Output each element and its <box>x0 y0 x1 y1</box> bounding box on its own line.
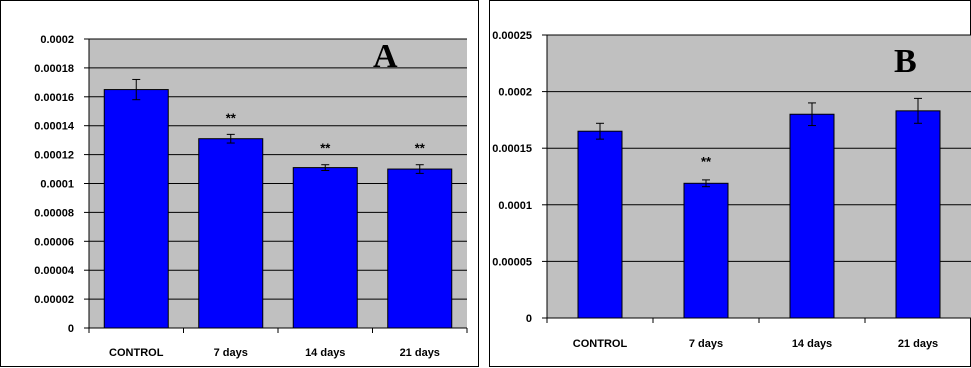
chart-panel-b: 0 0.00005 0.0001 0.00015 0.0002 0.00025 CONTRO… <box>489 0 971 367</box>
y-tick-label-b-3: 0.00015 <box>492 143 532 155</box>
chart-b-svg: 0 0.00005 0.0001 0.00015 0.0002 0.00025 CONTRO… <box>492 30 971 350</box>
y-tick-label-b-2: 0.0001 <box>498 200 532 212</box>
bar-a-2 <box>292 167 358 329</box>
panel-letter-b: B <box>894 43 917 80</box>
y-tick-label-a-5: 0.0001 <box>40 179 74 191</box>
chart-a-svg: 0 0.00002 0.00004 0.00006 0.00008 0.0001 0.000… <box>34 34 468 359</box>
category-label-a-1: 7 days <box>214 347 248 359</box>
bar-b-3 <box>895 110 941 319</box>
y-tick-label-a-7: 0.00014 <box>34 121 75 133</box>
y-tick-label-a-4: 0.00008 <box>34 207 74 219</box>
y-tick-label-a-0: 0 <box>68 323 74 335</box>
bar-b-2 <box>789 113 835 319</box>
y-tick-label-a-10: 0.0002 <box>40 34 74 46</box>
category-label-a-3: 21 days <box>400 347 440 359</box>
y-tick-label-a-6: 0.00012 <box>34 150 74 162</box>
category-label-a-0: CONTROL <box>109 347 164 359</box>
y-tick-label-a-1: 0.00002 <box>34 294 74 306</box>
significance-label-b-1: ** <box>701 154 712 169</box>
bar-b-1 <box>683 182 729 319</box>
bar-a-1 <box>198 138 264 329</box>
significance-label-a-3: ** <box>415 141 426 156</box>
category-label-b-0: CONTROL <box>573 338 628 350</box>
y-tick-label-a-3: 0.00006 <box>34 236 74 248</box>
significance-label-a-2: ** <box>320 141 331 156</box>
panel-letter-a: A <box>373 38 398 75</box>
y-tick-label-a-2: 0.00004 <box>34 265 75 277</box>
category-label-b-1: 7 days <box>689 338 723 350</box>
category-label-b-3: 21 days <box>898 338 938 350</box>
significance-label-a-1: ** <box>226 110 237 125</box>
y-tick-label-a-9: 0.00018 <box>34 63 74 75</box>
y-tick-label-b-4: 0.0002 <box>498 87 532 99</box>
y-tick-label-b-5: 0.00025 <box>492 30 532 42</box>
bar-a-3 <box>387 168 453 329</box>
bar-a-0 <box>103 89 169 329</box>
y-tick-label-b-0: 0 <box>526 313 532 325</box>
category-label-b-2: 14 days <box>792 338 832 350</box>
y-tick-label-a-8: 0.00016 <box>34 92 74 104</box>
category-label-a-2: 14 days <box>305 347 345 359</box>
y-tick-label-b-1: 0.00005 <box>492 256 532 268</box>
chart-panel-a: 0 0.00002 0.00004 0.00006 0.00008 0.0001 0.000… <box>0 0 479 367</box>
bar-b-0 <box>577 130 623 319</box>
